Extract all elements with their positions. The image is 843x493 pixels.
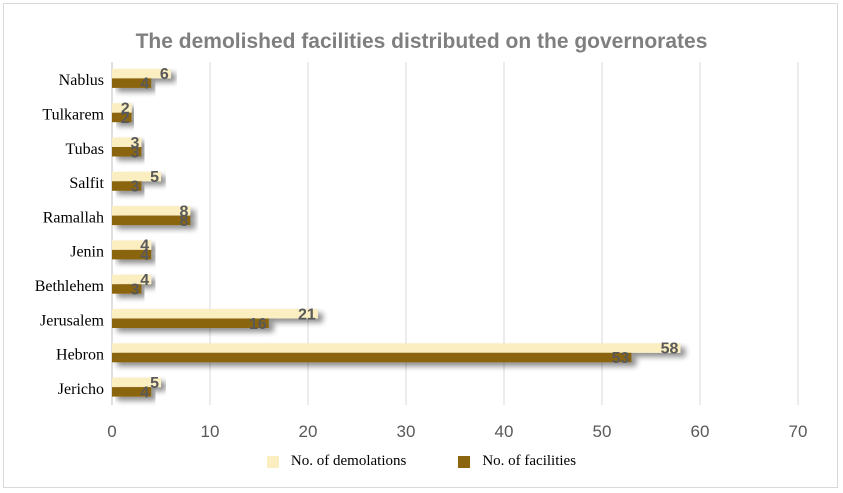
x-tick-label-70: 70 bbox=[789, 422, 808, 441]
x-tick-label-0: 0 bbox=[107, 422, 116, 441]
x-tick-label-10: 10 bbox=[201, 422, 220, 441]
category-label-bethlehem: Bethlehem bbox=[35, 278, 105, 295]
data-label-demolations-bethlehem: 4 bbox=[140, 272, 149, 289]
data-label-demolations-tubas: 3 bbox=[130, 135, 139, 152]
data-label-facilities-jerusalem: 16 bbox=[249, 316, 267, 333]
data-label-facilities-tulkarem: 2 bbox=[121, 110, 130, 127]
legend-swatch-demolations bbox=[266, 455, 279, 468]
bar-facilities-tulkarem bbox=[112, 112, 132, 123]
category-label-tubas: Tubas bbox=[65, 141, 104, 158]
data-label-demolations-hebron: 58 bbox=[661, 341, 679, 358]
data-label-facilities-nablus: 4 bbox=[140, 76, 149, 93]
category-label-jericho: Jericho bbox=[58, 381, 104, 398]
bar-facilities-hebron bbox=[112, 352, 632, 363]
category-label-ramallah: Ramallah bbox=[43, 209, 104, 226]
bar-facilities-nablus bbox=[112, 78, 152, 88]
bar-facilities-jerusalem bbox=[112, 318, 269, 328]
category-label-jerusalem: Jerusalem bbox=[40, 312, 105, 329]
legend: No. of demolations No. of facilities bbox=[0, 453, 843, 470]
bar-demolations-salfit bbox=[112, 171, 161, 182]
bar-demolations-jericho bbox=[112, 377, 161, 388]
legend-item-demolations: No. of demolations bbox=[266, 453, 407, 470]
bar-demolations-jenin bbox=[112, 240, 152, 250]
bar-facilities-ramallah bbox=[112, 215, 191, 226]
chart-title: The demolished facilities distributed on… bbox=[135, 30, 708, 53]
data-label-demolations-tulkarem: 2 bbox=[121, 100, 130, 117]
bar-demolations-hebron bbox=[112, 343, 681, 353]
bar-facilities-tubas bbox=[112, 147, 142, 157]
data-label-facilities-jericho: 4 bbox=[140, 384, 149, 401]
x-tick-label-30: 30 bbox=[397, 422, 416, 441]
data-label-facilities-tubas: 3 bbox=[130, 144, 139, 161]
legend-item-facilities: No. of facilities bbox=[458, 453, 576, 470]
data-label-demolations-ramallah: 8 bbox=[179, 203, 188, 220]
category-label-jenin: Jenin bbox=[70, 244, 104, 261]
data-label-demolations-jenin: 4 bbox=[140, 238, 149, 255]
bar-demolations-nablus bbox=[112, 68, 171, 79]
data-label-demolations-nablus: 6 bbox=[160, 66, 169, 83]
data-label-demolations-jerusalem: 21 bbox=[298, 306, 316, 323]
data-label-demolations-jericho: 5 bbox=[150, 375, 159, 392]
category-label-tulkarem: Tulkarem bbox=[42, 106, 104, 123]
x-tick-label-50: 50 bbox=[593, 422, 612, 441]
bar-demolations-tulkarem bbox=[112, 103, 132, 113]
x-tick-label-20: 20 bbox=[299, 422, 318, 441]
bar-facilities-jericho bbox=[112, 387, 152, 397]
bar-facilities-salfit bbox=[112, 181, 142, 191]
bar-facilities-bethlehem bbox=[112, 284, 142, 294]
data-label-facilities-bethlehem: 3 bbox=[130, 281, 139, 298]
x-tick-label-60: 60 bbox=[691, 422, 710, 441]
legend-label-facilities: No. of facilities bbox=[482, 453, 577, 469]
legend-label-demolations: No. of demolations bbox=[290, 453, 407, 469]
legend-swatch-facilities bbox=[458, 455, 471, 468]
bar-demolations-bethlehem bbox=[112, 274, 152, 285]
x-tick-label-40: 40 bbox=[495, 422, 514, 441]
category-label-salfit: Salfit bbox=[69, 175, 104, 192]
bar-demolations-tubas bbox=[112, 137, 142, 147]
bar-demolations-ramallah bbox=[112, 206, 191, 216]
data-label-facilities-hebron: 53 bbox=[612, 350, 630, 367]
data-label-facilities-salfit: 3 bbox=[130, 179, 139, 196]
category-label-hebron: Hebron bbox=[56, 347, 104, 364]
bar-demolations-jerusalem bbox=[112, 309, 318, 319]
data-label-facilities-jenin: 4 bbox=[140, 247, 149, 264]
data-label-demolations-salfit: 5 bbox=[150, 169, 159, 186]
category-label-nablus: Nablus bbox=[59, 72, 104, 89]
bar-facilities-jenin bbox=[112, 249, 152, 260]
bars bbox=[112, 68, 681, 397]
data-label-facilities-ramallah: 8 bbox=[179, 213, 188, 230]
